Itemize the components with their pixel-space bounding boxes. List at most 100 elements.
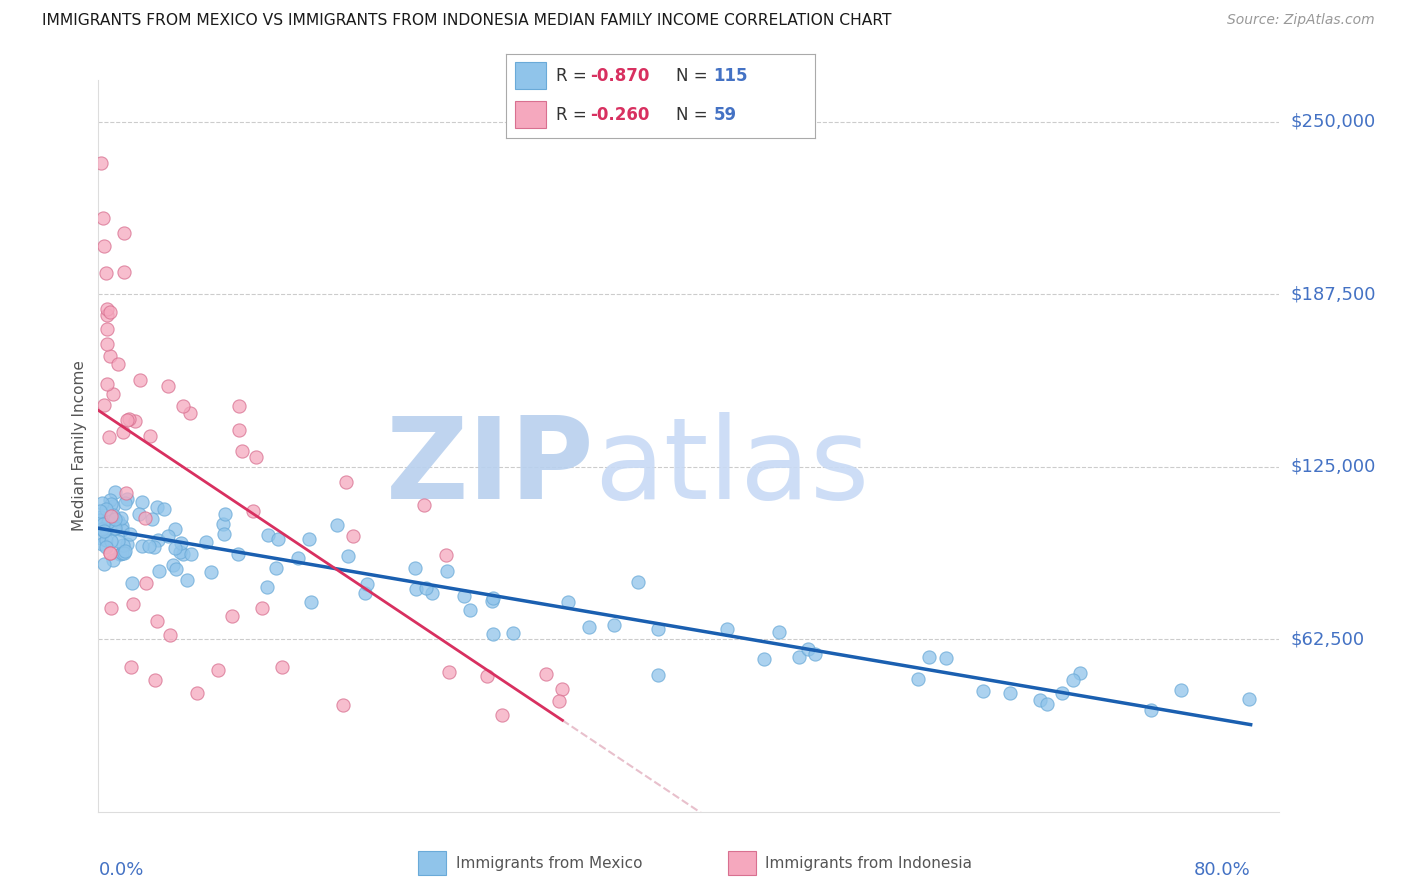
Point [647,668,669,682]
Text: Immigrants from Indonesia: Immigrants from Indonesia [765,856,972,871]
Point [118,411,141,425]
Point [1069,666,1091,681]
Point [356,577,378,591]
Point [226,547,249,561]
Point [98,493,121,508]
Text: atlas: atlas [595,412,870,524]
Point [94,533,117,547]
Point [89,504,111,518]
Bar [516,101,547,128]
Point [115,492,138,507]
Point [1036,697,1059,711]
Point [115,537,138,551]
Point [186,685,208,699]
Point [298,532,321,546]
Point [165,562,187,576]
Point [157,529,180,543]
Point [98,349,121,363]
Point [1140,703,1163,717]
Point [768,624,790,639]
Point [90,510,112,524]
Text: 0.0%: 0.0% [98,862,143,880]
Point [404,560,426,574]
Point [153,501,176,516]
Point [111,523,134,537]
Point [128,373,150,387]
Text: R =: R = [555,105,592,123]
Text: 115: 115 [713,67,748,85]
Point [534,667,557,681]
Bar [516,62,547,89]
Point [114,544,136,558]
Point [250,600,273,615]
Point [211,516,233,531]
Point [176,573,198,587]
Point [110,511,132,525]
Point [299,595,322,609]
Point [103,522,125,536]
Point [94,541,117,555]
Point [716,623,738,637]
Point [335,475,357,490]
Point [112,425,135,439]
Point [179,406,201,420]
Point [93,239,115,253]
Point [115,412,138,426]
Point [128,507,150,521]
Point [752,652,775,666]
Point [146,614,169,628]
Point [578,620,600,634]
Point [111,518,134,533]
Point [482,591,505,606]
Point [98,546,121,560]
Point [90,156,112,170]
Point [159,628,181,642]
Point [110,547,132,561]
Point [998,685,1021,699]
Point [141,511,163,525]
Point [458,603,481,617]
Point [118,526,141,541]
Text: $125,000: $125,000 [1291,458,1376,475]
Point [111,539,134,553]
Point [98,430,121,444]
Point [91,496,114,510]
Point [1062,673,1084,687]
Point [647,622,669,636]
Point [422,586,444,600]
Point [787,649,810,664]
Point [114,546,136,560]
Point [114,486,136,500]
Point [148,564,170,578]
Text: $62,500: $62,500 [1291,631,1365,648]
Point [231,443,253,458]
Point [104,521,127,535]
Point [194,535,217,549]
Point [121,576,143,591]
Point [267,532,290,546]
Point [207,663,229,677]
Point [100,509,122,524]
Point [96,321,118,335]
Point [287,550,309,565]
Text: R =: R = [555,67,592,85]
Point [96,337,118,351]
Point [90,531,112,545]
Point [436,565,458,579]
Point [918,650,941,665]
Point [91,522,114,536]
Y-axis label: Median Family Income: Median Family Income [72,360,87,532]
Point [138,540,160,554]
Point [271,660,294,674]
Point [332,698,354,712]
Text: 80.0%: 80.0% [1194,862,1251,880]
Point [172,400,194,414]
Point [93,558,115,572]
Point [354,586,377,600]
Point [107,533,129,548]
Point [120,659,142,673]
Text: Immigrants from Mexico: Immigrants from Mexico [456,856,643,871]
Point [551,681,574,696]
Point [103,499,125,513]
Point [228,400,250,414]
